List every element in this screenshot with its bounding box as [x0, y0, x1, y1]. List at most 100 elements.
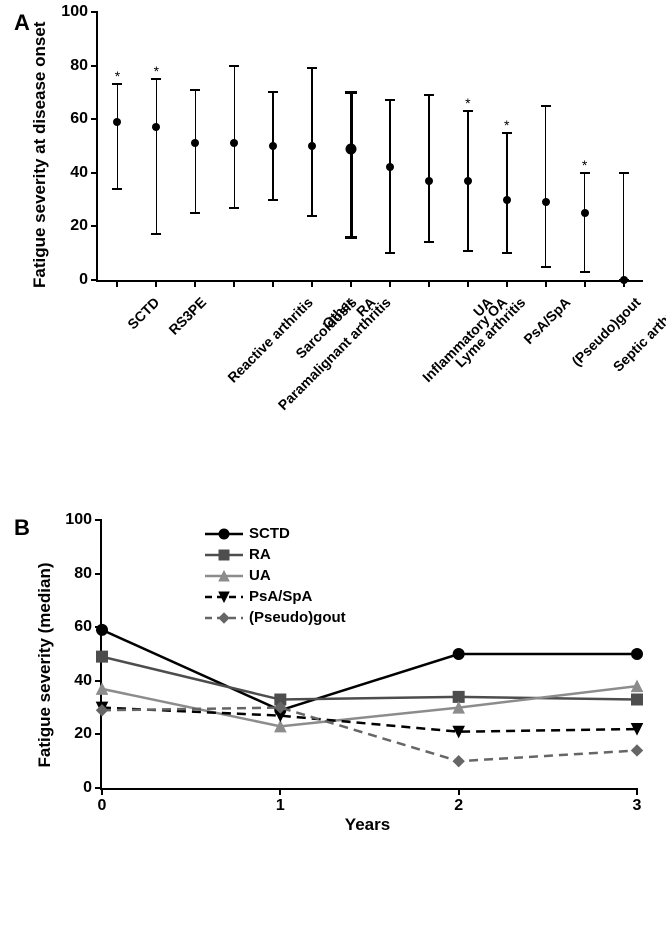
tick-label-y: 60: [70, 110, 88, 128]
error-cap: [112, 188, 122, 190]
tick-y: [95, 519, 102, 521]
data-point: [542, 198, 550, 206]
significance-star: *: [154, 63, 159, 79]
significance-star: *: [115, 68, 120, 84]
error-bar: [350, 92, 353, 237]
series-marker: [97, 651, 108, 662]
data-point: [113, 118, 121, 126]
tick-x: [350, 280, 352, 287]
error-cap: [385, 99, 395, 101]
tick-y: [91, 65, 98, 67]
tick-x: [506, 280, 508, 287]
error-cap: [541, 105, 551, 107]
tick-x: [458, 788, 460, 795]
tick-y: [95, 733, 102, 735]
data-point: [152, 123, 160, 131]
legend-line: [205, 575, 243, 577]
error-cap: [502, 252, 512, 254]
series-line: [102, 708, 637, 732]
error-cap: [580, 271, 590, 273]
tick-label-y: 0: [83, 779, 92, 797]
data-point: [230, 139, 238, 147]
error-cap: [190, 212, 200, 214]
tick-x: [584, 280, 586, 287]
tick-label-y: 20: [70, 217, 88, 235]
legend-label: PsA/SpA: [249, 588, 312, 605]
significance-star: *: [465, 95, 470, 111]
series-marker: [97, 624, 108, 635]
significance-star: *: [582, 157, 587, 173]
legend-row: PsA/SpA: [205, 587, 346, 606]
category-label: SCTD: [125, 294, 163, 332]
error-bar: [584, 173, 586, 272]
data-point: [503, 196, 511, 204]
tick-label-y: 80: [74, 565, 92, 583]
error-cap: [619, 172, 629, 174]
tick-label-y: 40: [74, 672, 92, 690]
error-cap: [307, 215, 317, 217]
panel-b-legend: SCTDRAUAPsA/SpA(Pseudo)gout: [205, 524, 346, 629]
tick-label-x: 3: [633, 797, 642, 815]
series-marker: [632, 694, 643, 705]
tick-label-y: 60: [74, 618, 92, 636]
data-point: [620, 276, 628, 284]
tick-label-y: 40: [70, 164, 88, 182]
error-cap: [268, 91, 278, 93]
tick-x: [279, 788, 281, 795]
error-cap: [345, 91, 357, 94]
series-marker: [632, 649, 643, 660]
tick-x: [428, 280, 430, 287]
series-marker: [453, 649, 464, 660]
tick-label-x: 1: [276, 797, 285, 815]
error-cap: [307, 67, 317, 69]
error-bar: [389, 100, 391, 253]
legend-line: [205, 596, 243, 598]
error-cap: [229, 65, 239, 67]
legend-label: UA: [249, 567, 271, 584]
tick-y: [91, 118, 98, 120]
panel-a-label: A: [14, 10, 30, 36]
error-cap: [463, 250, 473, 252]
tick-x: [311, 280, 313, 287]
tick-x: [116, 280, 118, 287]
tick-x: [545, 280, 547, 287]
panel-a-ylabel: Fatigue severity at disease onset: [30, 28, 50, 288]
panel-b-xlabel: Years: [100, 815, 635, 835]
significance-star: *: [504, 117, 509, 133]
tick-y: [91, 279, 98, 281]
legend-line: [205, 554, 243, 556]
tick-x: [101, 788, 103, 795]
error-bar: [545, 106, 547, 267]
error-cap: [151, 233, 161, 235]
error-cap: [424, 94, 434, 96]
series-marker: [632, 745, 643, 756]
error-bar: [117, 84, 119, 189]
tick-label-y: 80: [70, 57, 88, 75]
tick-y: [91, 11, 98, 13]
panel-b-label: B: [14, 515, 30, 541]
error-cap: [190, 89, 200, 91]
panel-b-plot: 0204060801000123: [100, 520, 637, 790]
error-bar: [234, 66, 236, 208]
panel-a-plot: 020406080100SCTD*RS3PE*Reactive arthriti…: [96, 12, 643, 282]
category-label: Inflammatory OA: [419, 294, 510, 385]
data-point: [346, 143, 357, 154]
tick-x: [272, 280, 274, 287]
series-marker: [453, 756, 464, 767]
tick-x: [467, 280, 469, 287]
error-cap: [385, 252, 395, 254]
data-point: [386, 163, 394, 171]
category-label: RS3PE: [166, 294, 210, 338]
data-point: [191, 139, 199, 147]
tick-label-x: 2: [454, 797, 463, 815]
tick-x: [389, 280, 391, 287]
data-point: [464, 177, 472, 185]
data-point: [425, 177, 433, 185]
tick-x: [155, 280, 157, 287]
error-cap: [424, 241, 434, 243]
error-cap: [229, 207, 239, 209]
error-bar: [195, 90, 197, 213]
tick-x: [636, 788, 638, 795]
error-cap: [268, 199, 278, 201]
error-bar: [156, 79, 158, 234]
